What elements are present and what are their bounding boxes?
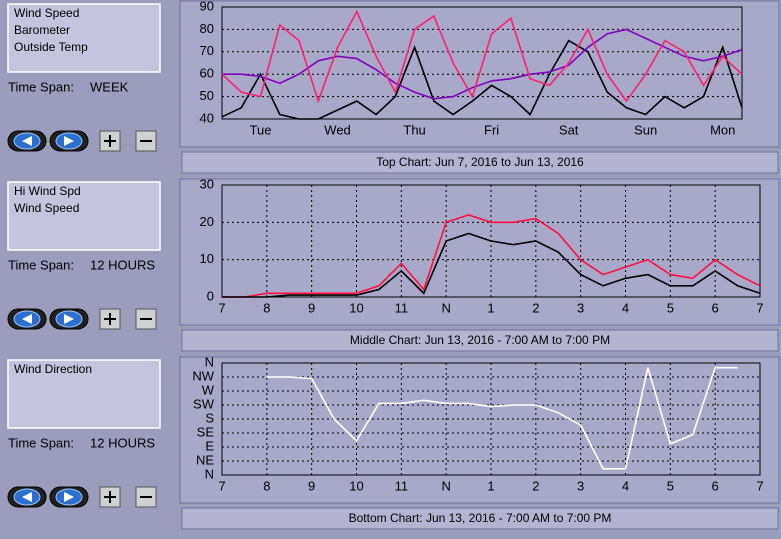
chart-caption: Top Chart: Jun 7, 2016 to Jun 13, 2016	[376, 155, 584, 169]
arrow-icon	[22, 136, 32, 146]
y-tick-label: N	[205, 354, 214, 369]
y-tick-label: 40	[200, 110, 214, 125]
legend-item: Outside Temp	[14, 40, 88, 54]
time-span-value: 12 HOURS	[90, 435, 155, 450]
legend-item: Hi Wind Spd	[14, 184, 81, 198]
arrow-icon	[64, 136, 74, 146]
chart-caption: Bottom Chart: Jun 13, 2016 - 7:00 AM to …	[349, 511, 612, 525]
x-tick-label: 5	[667, 300, 674, 315]
legend-item: Wind Speed	[14, 201, 79, 215]
x-tick-label: 7	[756, 300, 763, 315]
y-tick-label: 60	[200, 66, 214, 81]
series-line	[221, 39, 743, 120]
y-tick-label: 70	[200, 43, 214, 58]
caption-bar	[181, 329, 779, 352]
x-tick-label: 7	[218, 478, 225, 493]
legend-box	[7, 181, 161, 251]
chart-caption: Middle Chart: Jun 13, 2016 - 7:00 AM to …	[350, 333, 610, 347]
x-tick-label: 11	[395, 478, 409, 493]
arrow-icon	[64, 492, 74, 502]
arrow-icon	[22, 492, 32, 502]
x-tick-label: 1	[487, 300, 494, 315]
x-tick-label: 10	[349, 300, 363, 315]
x-tick-label: 1	[487, 478, 494, 493]
time-span-label: Time Span:	[8, 435, 74, 450]
y-tick-label: SW	[193, 396, 215, 411]
y-tick-label: 30	[200, 176, 214, 191]
y-tick-label: W	[202, 382, 215, 397]
x-tick-label: 4	[622, 300, 629, 315]
x-tick-label: N	[441, 478, 450, 493]
series-line	[222, 28, 743, 100]
time-span-value: WEEK	[90, 79, 129, 94]
time-span-label: Time Span:	[8, 79, 74, 94]
y-tick-label: 50	[200, 88, 214, 103]
x-tick-label: Thu	[403, 122, 425, 137]
caption-bar	[181, 151, 779, 174]
x-tick-label: Wed	[324, 122, 351, 137]
y-tick-label: 0	[207, 288, 214, 303]
x-tick-label: 7	[218, 300, 225, 315]
y-tick-label: 20	[200, 214, 214, 229]
arrow-icon	[64, 314, 74, 324]
x-tick-label: 7	[756, 478, 763, 493]
y-tick-label: 90	[200, 0, 214, 13]
time-span-value: 12 HOURS	[90, 257, 155, 272]
y-tick-label: S	[205, 410, 214, 425]
y-tick-label: SE	[197, 424, 215, 439]
x-tick-label: 9	[308, 300, 315, 315]
arrow-icon	[22, 314, 32, 324]
x-tick-label: 4	[622, 478, 629, 493]
legend-box	[7, 3, 161, 73]
x-tick-label: Mon	[710, 122, 735, 137]
y-tick-label: 10	[200, 251, 214, 266]
series-line	[266, 366, 738, 470]
y-tick-label: NW	[192, 368, 214, 383]
x-tick-label: 9	[308, 478, 315, 493]
x-tick-label: 5	[667, 478, 674, 493]
legend-box	[7, 359, 161, 429]
x-tick-label: 8	[263, 478, 270, 493]
caption-bar	[181, 507, 779, 530]
time-span-label: Time Span:	[8, 257, 74, 272]
y-tick-label: NE	[196, 452, 214, 467]
legend-item: Barometer	[14, 23, 70, 37]
x-tick-label: Fri	[484, 122, 499, 137]
series-line	[222, 232, 761, 298]
x-tick-label: 11	[395, 300, 409, 315]
x-tick-label: 3	[577, 478, 584, 493]
legend-item: Wind Direction	[14, 362, 92, 376]
x-tick-label: 10	[349, 478, 363, 493]
x-tick-label: 6	[712, 478, 719, 493]
x-tick-label: 3	[577, 300, 584, 315]
legend-item: Wind Speed	[14, 6, 79, 20]
series-line	[221, 9, 743, 104]
x-tick-label: N	[441, 300, 450, 315]
y-tick-label: N	[205, 466, 214, 481]
x-tick-label: 8	[263, 300, 270, 315]
x-tick-label: Sun	[634, 122, 657, 137]
x-tick-label: Tue	[250, 122, 272, 137]
y-tick-label: E	[205, 438, 214, 453]
x-tick-label: 2	[532, 478, 539, 493]
y-tick-label: 80	[200, 21, 214, 36]
x-tick-label: 2	[532, 300, 539, 315]
x-tick-label: 6	[712, 300, 719, 315]
x-tick-label: Sat	[559, 122, 579, 137]
series-line	[222, 214, 761, 298]
